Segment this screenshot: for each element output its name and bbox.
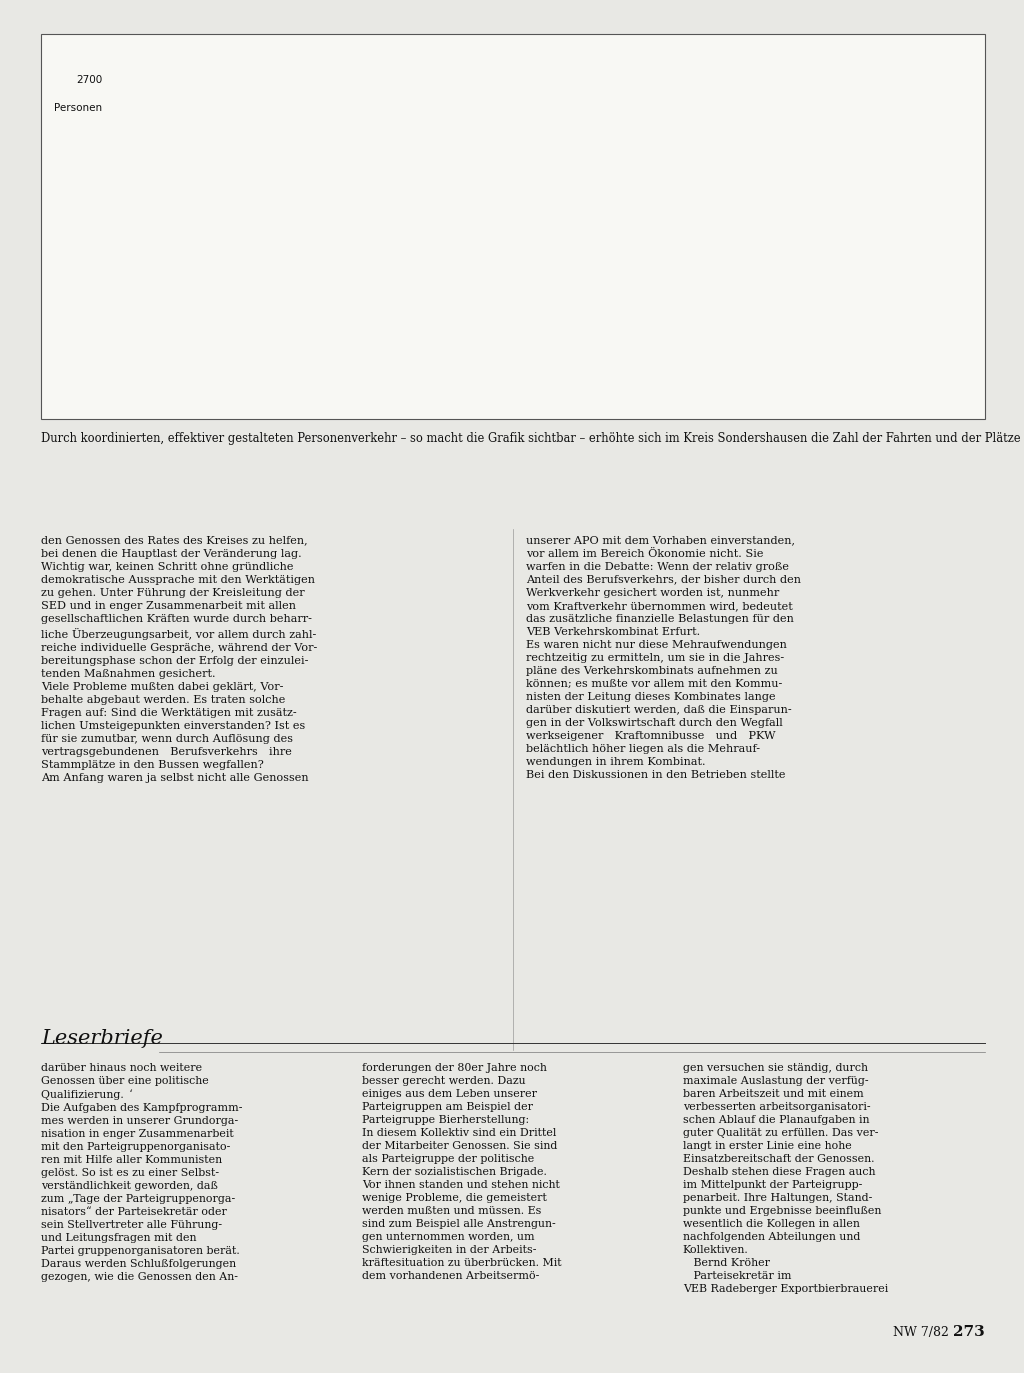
Text: den Genossen des Rates des Kreises zu helfen,
bei denen die Hauptlast der Veränd: den Genossen des Rates des Kreises zu he…: [41, 535, 317, 783]
Text: Personen: Personen: [54, 103, 102, 113]
Text: Sitzplätze gesamt: Sitzplätze gesamt: [783, 239, 871, 249]
Text: 273: 273: [953, 1325, 985, 1339]
Text: forderungen der 80er Jahre noch
besser gerecht werden. Dazu
einiges aus dem Lebe: forderungen der 80er Jahre noch besser g…: [361, 1063, 561, 1281]
Text: unserer APO mit dem Vorhaben einverstanden,
vor allem im Bereich Ökonomie nicht.: unserer APO mit dem Vorhaben einverstand…: [526, 535, 802, 780]
Text: darüber hinaus noch weitere
Genossen über eine politische
Qualifizierung. ‘
Die : darüber hinaus noch weitere Genossen übe…: [41, 1063, 243, 1282]
Text: Leserbriefe: Leserbriefe: [41, 1028, 163, 1048]
Text: Sitz- und Stehplätze gesamt: Sitz- und Stehplätze gesamt: [783, 162, 922, 173]
Text: Beförderungsleistung zum ehemaligen Verkehrsablauf: Beförderungsleistung zum ehemaligen Verk…: [561, 73, 808, 81]
Text: 2700: 2700: [76, 76, 102, 85]
Text: Durch koordinierten, effektiver gestalteten Personenverkehr – so macht die Grafi: Durch koordinierten, effektiver gestalte…: [41, 432, 1024, 445]
Text: Beförderungsleistung entsprechend der Optimierung: Beförderungsleistung entsprechend der Op…: [561, 82, 802, 91]
Text: NW 7/82: NW 7/82: [893, 1326, 949, 1339]
Text: gen versuchen sie ständig, durch
maximale Auslastung der verfüg-
baren Arbeitsze: gen versuchen sie ständig, durch maximal…: [683, 1063, 888, 1295]
Text: Die Verteilung des Personenverkehrs über die Stunden des Tages: Die Verteilung des Personenverkehrs über…: [128, 60, 672, 76]
Text: Zeit: Zeit: [782, 393, 803, 402]
